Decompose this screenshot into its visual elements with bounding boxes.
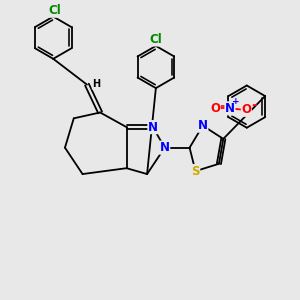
Text: O: O: [210, 102, 220, 115]
Text: Cl: Cl: [48, 4, 61, 17]
Text: +: +: [232, 98, 240, 106]
Text: N: N: [160, 141, 170, 154]
Text: S: S: [191, 165, 200, 178]
Text: N: N: [225, 102, 235, 115]
Text: N: N: [148, 121, 158, 134]
Text: -: -: [251, 98, 257, 112]
Text: H: H: [92, 79, 101, 89]
Text: Cl: Cl: [149, 33, 162, 46]
Text: O: O: [242, 103, 251, 116]
Text: N: N: [198, 119, 208, 132]
